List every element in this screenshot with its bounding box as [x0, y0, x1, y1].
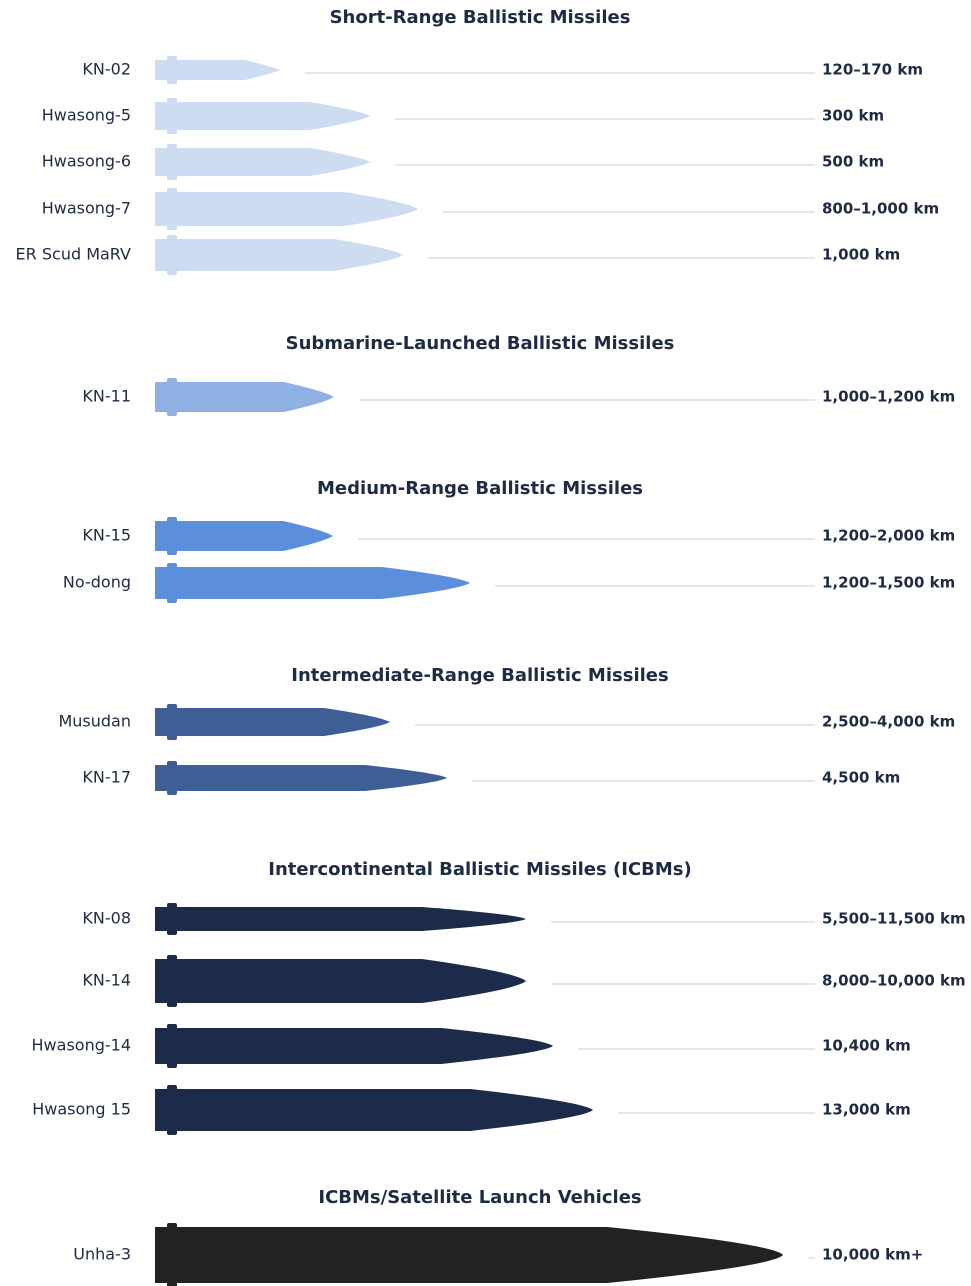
section-title: Short-Range Ballistic Missiles — [330, 7, 631, 28]
missile-name: KN-08 — [82, 909, 131, 928]
missile-silhouette — [155, 708, 390, 736]
missile-fin — [167, 98, 177, 134]
missile-fin — [167, 378, 177, 416]
missile-range: 800–1,000 km — [822, 200, 939, 218]
missile-fin — [167, 563, 177, 603]
missile-range: 10,400 km — [822, 1037, 911, 1055]
missile-range: 10,000 km+ — [822, 1246, 923, 1264]
missile-range: 2,500–4,000 km — [822, 713, 955, 731]
section-title: Medium-Range Ballistic Missiles — [317, 478, 643, 499]
missile-name: Hwasong-14 — [32, 1036, 131, 1055]
missile-name: Hwasong 15 — [32, 1100, 131, 1119]
missile-name: Hwasong-5 — [42, 106, 131, 125]
missile-name: ER Scud MaRV — [16, 245, 132, 264]
missile-fin — [167, 517, 177, 555]
missile-range: 5,500–11,500 km — [822, 910, 966, 928]
missile-range: 13,000 km — [822, 1101, 911, 1119]
missile-silhouette — [155, 1028, 553, 1064]
section-title: ICBMs/Satellite Launch Vehicles — [318, 1187, 641, 1208]
missile-fin — [167, 1024, 177, 1068]
missile-range: 1,200–2,000 km — [822, 527, 955, 545]
missile-fin — [167, 761, 177, 795]
missile-fin — [167, 188, 177, 230]
missile-name: No-dong — [63, 573, 131, 592]
missile-name: Unha-3 — [73, 1245, 131, 1264]
missile-silhouette — [155, 102, 370, 130]
missile-name: Musudan — [58, 712, 131, 731]
missile-fin — [167, 903, 177, 935]
missile-silhouette — [155, 192, 418, 226]
missile-silhouette — [155, 148, 370, 176]
missile-range: 500 km — [822, 153, 884, 171]
missile-fin — [167, 1085, 177, 1135]
missile-range: 8,000–10,000 km — [822, 972, 966, 990]
missile-silhouette — [155, 382, 334, 412]
missile-fin — [167, 56, 177, 84]
missile-name: KN-17 — [82, 768, 131, 787]
missile-silhouette — [155, 907, 526, 931]
missile-name: KN-15 — [82, 526, 131, 545]
section-title: Intercontinental Ballistic Missiles (ICB… — [268, 859, 691, 880]
missile-silhouette — [155, 1227, 783, 1283]
missile-name: Hwasong-7 — [42, 199, 131, 218]
missile-range: 300 km — [822, 107, 884, 125]
missile-fin — [167, 235, 177, 275]
missile-ranges: Short-Range Ballistic Missiles KN-02 120–1… — [0, 0, 971, 1286]
section-title: Intermediate-Range Ballistic Missiles — [291, 665, 668, 686]
missile-range: 120–170 km — [822, 61, 923, 79]
missile-name: KN-14 — [82, 971, 131, 990]
missile-range: 1,000 km — [822, 246, 900, 264]
missile-name: KN-11 — [82, 387, 131, 406]
missile-fin — [167, 1223, 177, 1286]
section-title: Submarine-Launched Ballistic Missiles — [286, 333, 675, 354]
missile-silhouette — [155, 521, 333, 551]
missile-silhouette — [155, 1089, 593, 1131]
missile-name: KN-02 — [82, 60, 131, 79]
missile-silhouette — [155, 765, 447, 791]
missile-fin — [167, 704, 177, 740]
missile-range: 1,200–1,500 km — [822, 574, 955, 592]
missile-silhouette — [155, 959, 526, 1003]
missile-silhouette — [155, 567, 470, 599]
missile-name: Hwasong-6 — [42, 152, 131, 171]
missile-fin — [167, 955, 177, 1007]
missile-range: 1,000–1,200 km — [822, 388, 955, 406]
missile-fin — [167, 144, 177, 180]
missile-range: 4,500 km — [822, 769, 900, 787]
missile-silhouette — [155, 239, 403, 271]
